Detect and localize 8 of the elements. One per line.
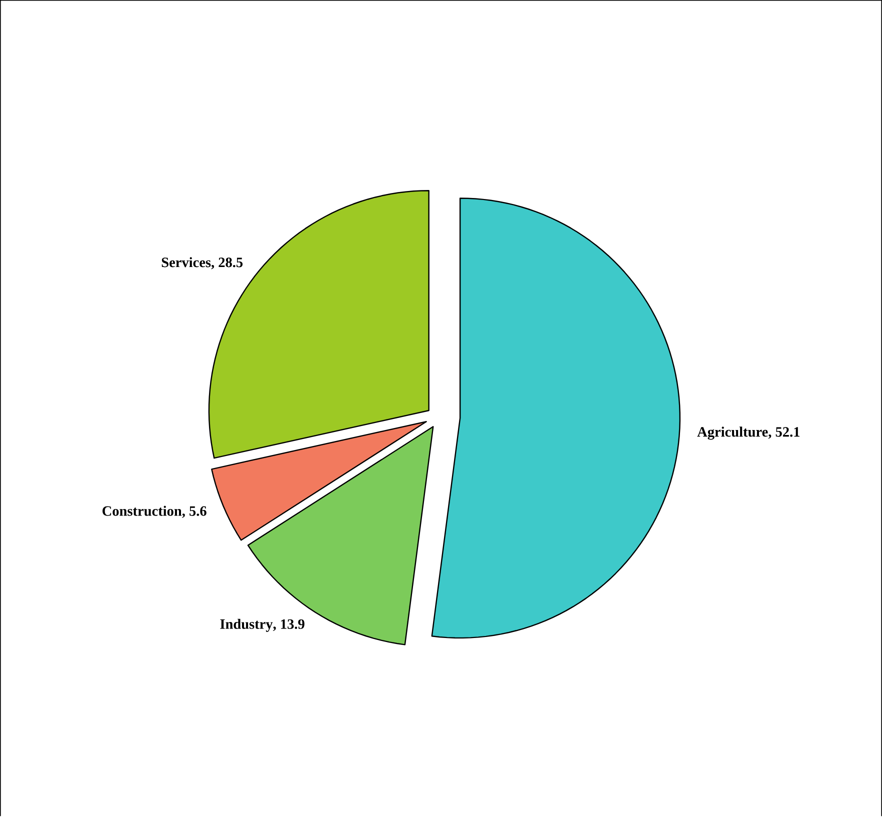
data-label: , 5.6: [182, 506, 206, 518]
slice-label: Services: [162, 257, 211, 268]
data-label: , 52.1: [768, 427, 800, 439]
slice-label: Construction: [102, 506, 182, 516]
data-label: , 28.5: [211, 258, 243, 270]
slice-label: Agriculture: [697, 426, 768, 440]
data-label: , 13.9: [273, 620, 304, 632]
slice-label: Industry: [220, 619, 273, 632]
